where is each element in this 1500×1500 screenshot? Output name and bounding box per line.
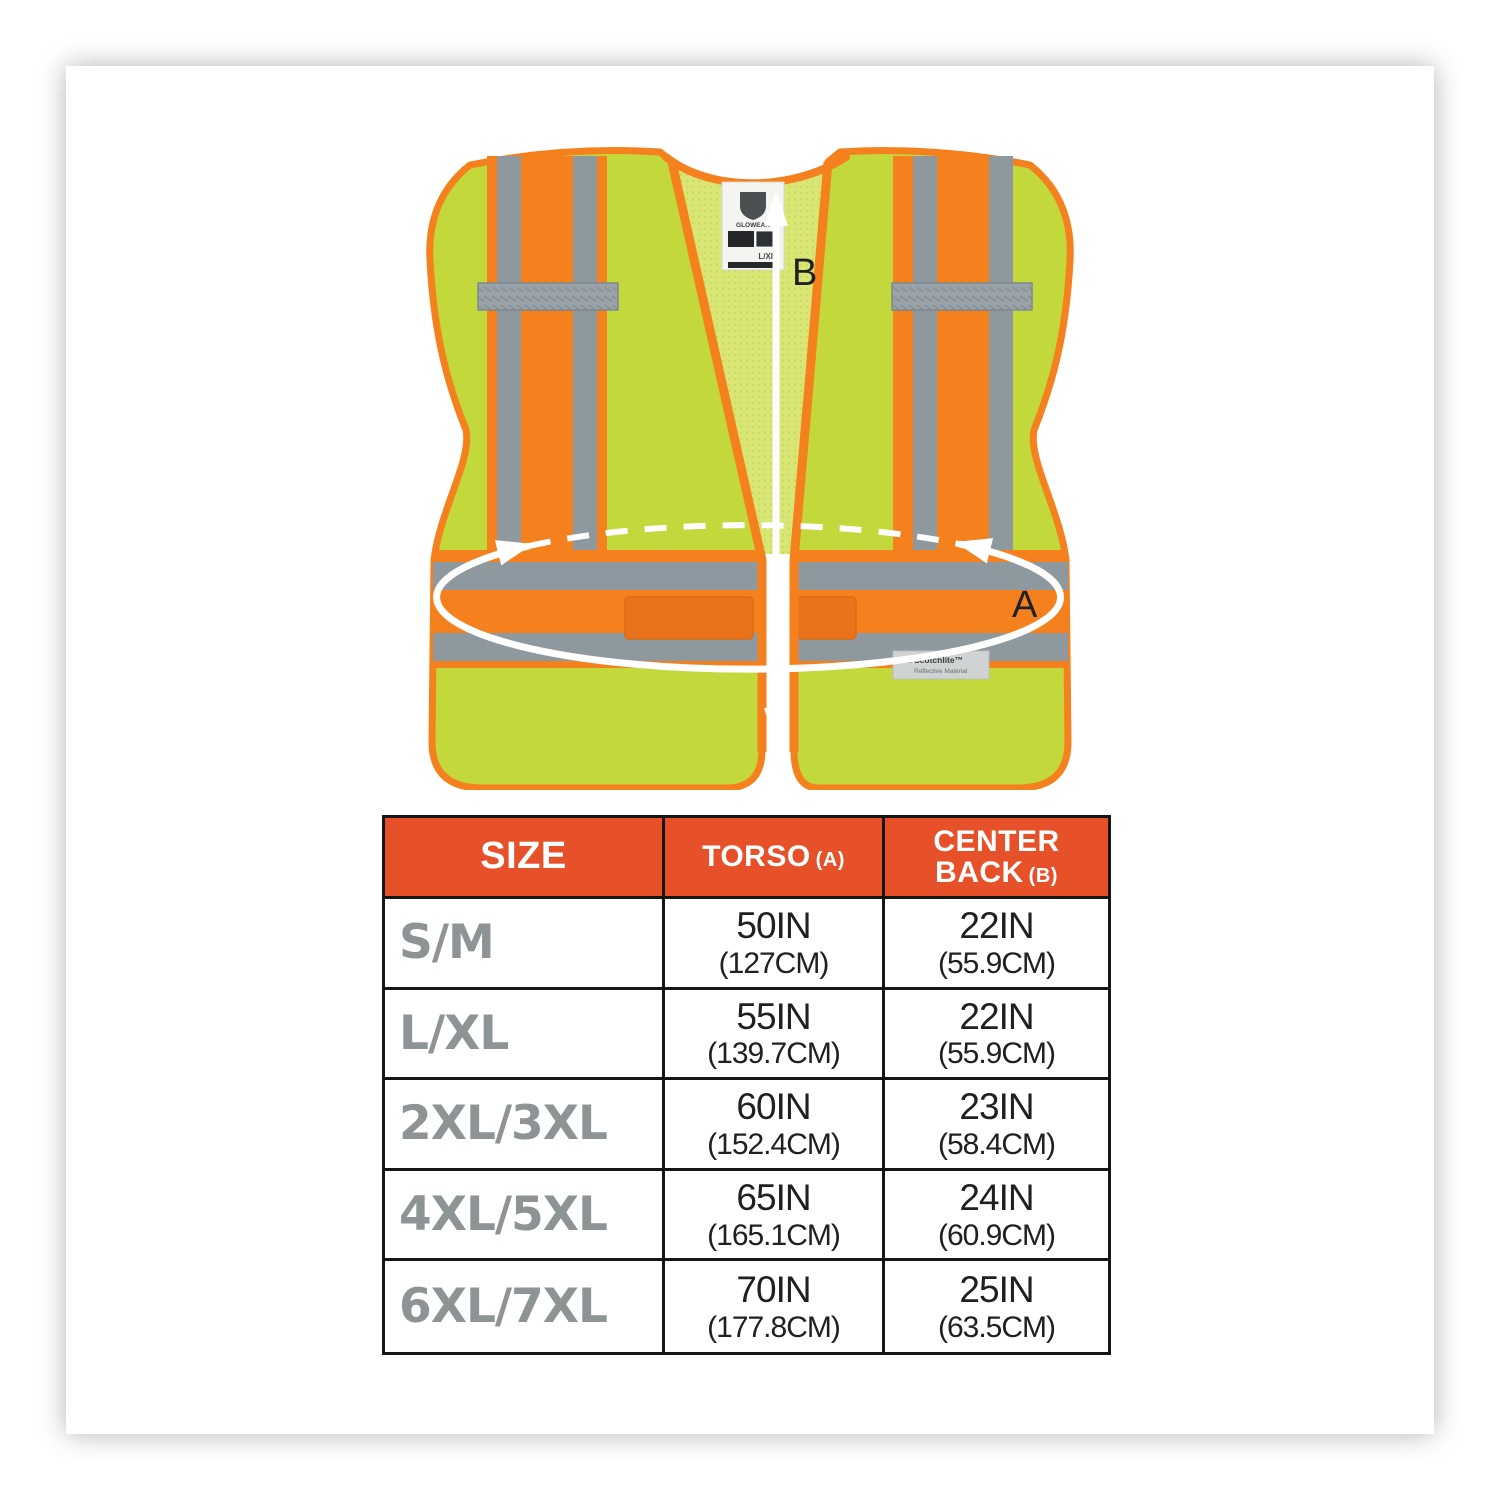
back-cm: (60.9CM): [937, 1218, 1056, 1252]
velcro-patch: [797, 596, 857, 640]
header-torso: TORSO (A): [665, 818, 885, 899]
torso-in: 65IN: [736, 1177, 811, 1219]
vest-right-reflective-band: [893, 156, 1013, 556]
row-6xl7xl-back: 25IN (63.5CM): [885, 1261, 1108, 1352]
header-center-back-line1: CENTER: [933, 824, 1060, 858]
vest-left-reflective-band: [487, 156, 607, 556]
vest-right-strap: [891, 282, 1033, 311]
row-4xl5xl-torso: 65IN (165.1CM): [665, 1170, 885, 1262]
back-in: 24IN: [959, 1177, 1034, 1219]
row-4xl5xl-size: 4XL/5XL: [385, 1170, 665, 1262]
row-2xl3xl-torso: 60IN (152.4CM): [665, 1080, 885, 1171]
header-size-label: SIZE: [480, 835, 567, 878]
back-cm: (63.5CM): [937, 1310, 1056, 1344]
vest-waistband-right: [794, 550, 1068, 668]
fabric-label-reflective: Reflective Material: [914, 668, 968, 675]
vest-left-strap: [477, 282, 619, 311]
glowear-logo-shield: [740, 192, 766, 220]
header-torso-ref: (A): [815, 849, 845, 872]
vest-left-vneck-trim: [667, 161, 767, 752]
fabric-label-scotchlite: Scotchlite™: [914, 655, 963, 665]
row-sm-torso: 50IN (127CM): [665, 899, 885, 990]
neck-tag-brand: GLOWEAR: [736, 222, 770, 229]
row-lxl-size: L/XL: [385, 989, 665, 1081]
header-center-back-ref: (B): [1028, 865, 1058, 887]
back-cm: (55.9CM): [937, 1037, 1056, 1071]
header-center-back: CENTER BACK (B): [885, 818, 1108, 899]
back-in: 22IN: [959, 905, 1034, 947]
back-in: 22IN: [959, 995, 1034, 1037]
back-in: 23IN: [959, 1086, 1034, 1128]
torso-cm: (127CM): [718, 946, 830, 980]
row-4xl5xl-back: 24IN (60.9CM): [885, 1171, 1108, 1262]
row-sm-back: 22IN (55.9CM): [885, 899, 1108, 990]
measure-a-ellipse: [433, 522, 1065, 673]
header-size: SIZE: [385, 818, 665, 899]
measure-b-arrow: [764, 190, 788, 744]
row-6xl7xl-size: 6XL/7XL: [385, 1261, 665, 1352]
neck-tag-size: L/XL: [758, 252, 775, 261]
row-6xl7xl-torso: 70IN (177.8CM): [665, 1261, 885, 1352]
row-lxl-back: 22IN (55.9CM): [885, 990, 1108, 1081]
safety-vest-illustration: GLOWEAR L/XL 3M Scotchlite™ Reflective M…: [426, 147, 1074, 792]
row-2xl3xl-back: 23IN (58.4CM): [885, 1080, 1108, 1171]
torso-in: 55IN: [736, 995, 811, 1037]
measure-b-label: B: [792, 252, 817, 294]
velcro-patch: [624, 596, 754, 640]
row-2xl3xl-size: 2XL/3XL: [385, 1080, 665, 1171]
back-cm: (58.4CM): [937, 1127, 1056, 1161]
size-chart-table: SIZE TORSO (A) CENTER BACK (B) S/M 50IN …: [382, 815, 1111, 1355]
vest-diagram: GLOWEAR L/XL 3M Scotchlite™ Reflective M…: [420, 130, 1080, 792]
header-center-back-line2: BACK: [935, 856, 1024, 889]
torso-cm: (139.7CM): [707, 1037, 841, 1071]
torso-in: 60IN: [736, 1086, 811, 1128]
back-cm: (55.9CM): [937, 946, 1056, 980]
measure-a-label: A: [1012, 584, 1038, 626]
vest-right-vneck-trim: [789, 161, 833, 752]
torso-cm: (165.1CM): [707, 1218, 841, 1252]
torso-in: 50IN: [736, 905, 811, 947]
vest-waistband-left: [433, 550, 762, 668]
header-torso-label: TORSO: [702, 840, 811, 874]
back-in: 25IN: [959, 1269, 1034, 1311]
product-info-card: GLOWEAR L/XL 3M Scotchlite™ Reflective M…: [66, 66, 1434, 1434]
row-lxl-torso: 55IN (139.7CM): [665, 989, 885, 1081]
torso-in: 70IN: [736, 1269, 811, 1311]
torso-cm: (177.8CM): [707, 1310, 841, 1344]
row-sm-size: S/M: [385, 899, 665, 990]
torso-cm: (152.4CM): [707, 1127, 841, 1161]
